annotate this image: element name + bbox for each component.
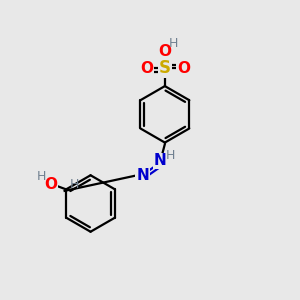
Text: O: O — [177, 61, 190, 76]
Text: H: H — [169, 37, 178, 50]
Text: N: N — [154, 154, 167, 169]
Text: O: O — [158, 44, 171, 59]
Text: N: N — [136, 168, 149, 183]
Text: O: O — [44, 176, 57, 191]
Text: O: O — [140, 61, 153, 76]
Text: H: H — [37, 170, 46, 183]
Text: H: H — [166, 148, 175, 162]
Text: H: H — [70, 178, 79, 190]
Text: S: S — [159, 59, 171, 77]
